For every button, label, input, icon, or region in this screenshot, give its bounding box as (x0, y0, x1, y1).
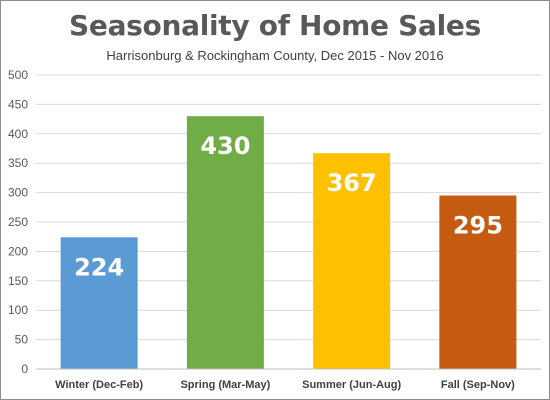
x-category-label: Summer (Jun-Aug) (302, 379, 401, 391)
data-label: 430 (200, 132, 250, 160)
bar (60, 237, 138, 369)
chart-title: Seasonality of Home Sales (69, 9, 481, 42)
y-tick-label: 200 (8, 244, 28, 258)
data-label: 224 (74, 253, 124, 281)
y-tick-label: 100 (8, 303, 28, 317)
y-tick-label: 500 (8, 68, 28, 82)
bar (439, 195, 517, 369)
x-category-label: Spring (Mar-May) (180, 379, 270, 391)
y-tick-label: 250 (8, 215, 28, 229)
y-tick-label: 50 (15, 333, 29, 347)
y-tick-label: 0 (21, 362, 28, 376)
data-label: 367 (327, 169, 377, 197)
y-tick-label: 450 (8, 97, 28, 111)
y-tick-label: 300 (8, 186, 28, 200)
y-tick-label: 350 (8, 156, 28, 170)
data-label: 295 (453, 212, 503, 240)
bar (186, 116, 264, 369)
bar (313, 153, 391, 369)
y-tick-label: 400 (8, 127, 28, 141)
x-category-label: Fall (Sep-Nov) (441, 379, 515, 391)
x-category-label: Winter (Dec-Feb) (55, 379, 143, 391)
chart-subtitle: Harrisonburg & Rockingham County, Dec 20… (106, 48, 444, 63)
y-tick-label: 150 (8, 274, 28, 288)
